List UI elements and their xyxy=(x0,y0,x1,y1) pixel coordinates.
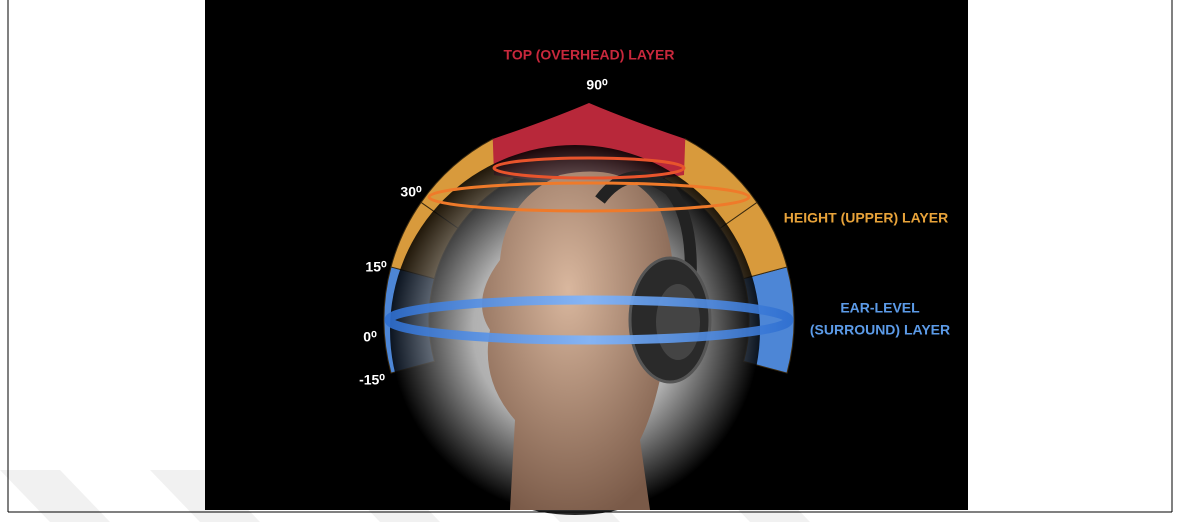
layer-label: TOP (OVERHEAD) LAYER xyxy=(504,47,675,63)
angle-label: 0⁰ xyxy=(363,329,377,345)
layer-label: HEIGHT (UPPER) LAYER xyxy=(784,210,948,226)
angle-label: 30⁰ xyxy=(400,184,422,200)
angle-label: 90⁰ xyxy=(586,77,608,93)
angle-label: 15⁰ xyxy=(365,259,387,275)
angle-label: -15⁰ xyxy=(359,372,385,388)
layer-label: (SURROUND) LAYER xyxy=(810,322,950,338)
page: TOP (OVERHEAD) LAYER HEIGHT (UPPER) LAYE… xyxy=(0,0,1182,522)
figure: TOP (OVERHEAD) LAYER HEIGHT (UPPER) LAYE… xyxy=(0,0,1182,522)
layer-label: EAR-LEVEL xyxy=(840,300,920,316)
